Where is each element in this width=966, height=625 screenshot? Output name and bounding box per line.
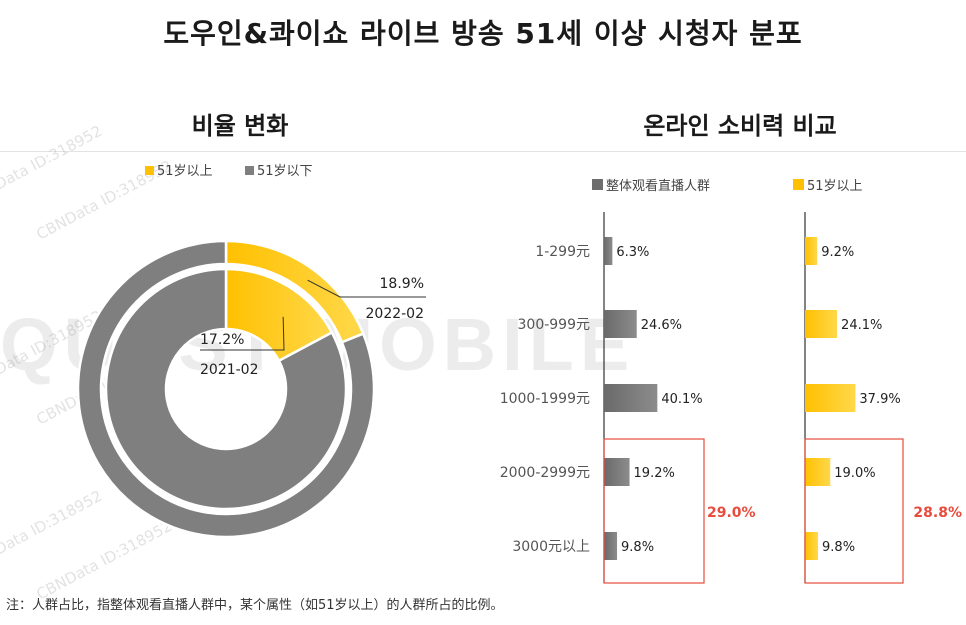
bar-label-1-3: 19.0% — [834, 466, 875, 481]
donut-label-outer-value: 18.9% — [380, 276, 424, 292]
bar-label-0-0: 6.3% — [616, 245, 649, 260]
bar-1-3 — [805, 458, 831, 486]
leader-line-inner — [200, 316, 285, 351]
donut-chart: 18.9% 2022-02 17.2% 2021-02 51岁以上 51岁以下 — [76, 164, 426, 539]
bar-category-4: 3000元以上 — [512, 539, 590, 555]
donut-label-inner-name: 2021-02 — [200, 362, 259, 378]
bar-chart: 整体观看直播人群 6.3% 24.6% 40.1% 19.2% 9.8% 51岁以上 9.2%… — [500, 178, 962, 584]
bar-category-3: 2000-2999元 — [500, 465, 590, 481]
bar-0-3 — [604, 458, 630, 486]
bar-legend-label-0: 整体观看直播人群 — [606, 178, 710, 194]
bar-1-4 — [805, 532, 819, 560]
donut-label-inner-value: 17.2% — [200, 332, 244, 348]
donut-label-outer-name: 2022-02 — [366, 306, 425, 322]
bar-label-1-4: 9.8% — [822, 540, 855, 555]
bar-legend-swatch-0 — [592, 179, 603, 190]
bar-1-2 — [805, 384, 856, 412]
donut-slice-outer-1 — [76, 239, 376, 539]
bar-label-1-2: 37.9% — [859, 392, 900, 407]
bar-0-0 — [604, 237, 613, 265]
bar-label-1-1: 24.1% — [841, 318, 882, 333]
bar-label-0-4: 9.8% — [621, 540, 654, 555]
donut-section-title: 비율 변화 — [191, 112, 289, 140]
bar-legend-label-1: 51岁以上 — [807, 179, 863, 194]
highlight-box-0 — [603, 438, 705, 584]
donut-legend: 51岁以上 51岁以下 — [145, 164, 313, 179]
legend-label-gold: 51岁以上 — [157, 164, 213, 179]
donut-slice-inner-1 — [104, 267, 348, 511]
watermark-tag: CBNData ID:318952 — [0, 122, 105, 209]
highlight-label-1: 28.8% — [913, 505, 962, 521]
leader-line-outer — [307, 279, 426, 298]
bar-label-0-1: 24.6% — [641, 318, 682, 333]
bar-1-0 — [805, 237, 818, 265]
bar-label-0-3: 19.2% — [634, 466, 675, 481]
highlight-label-0: 29.0% — [707, 505, 756, 521]
bar-legend-swatch-1 — [793, 179, 804, 190]
bar-label-0-2: 40.1% — [661, 392, 702, 407]
bar-section-title: 온라인 소비력 비교 — [643, 112, 837, 140]
bar-series-1: 51岁以上 9.2% 24.1% 37.9% 19.0% 9.8% — [793, 179, 901, 583]
page-title: 도우인&콰이쇼 라이브 방송 51세 이상 시청자 분포 — [163, 17, 803, 50]
bar-category-1: 300-999元 — [518, 317, 591, 333]
legend-label-gray: 51岁以下 — [257, 164, 313, 179]
bar-1-1 — [805, 310, 838, 338]
bar-category-0: 1-299元 — [535, 244, 590, 260]
footnote: 注：人群占比，指整体观看直播人群中，某个属性（如51岁以上）的人群所占的比例。 — [6, 598, 504, 613]
header-divider — [0, 151, 966, 152]
bar-label-1-0: 9.2% — [821, 245, 854, 260]
highlight-box-1 — [804, 438, 904, 584]
legend-swatch-gold — [145, 166, 154, 175]
bar-0-4 — [604, 532, 618, 560]
legend-swatch-gray — [245, 166, 254, 175]
bar-category-2: 1000-1999元 — [500, 391, 590, 407]
bar-0-2 — [604, 384, 658, 412]
watermark-tag: CBNData ID:318952 — [33, 517, 175, 604]
bar-0-1 — [604, 310, 637, 338]
